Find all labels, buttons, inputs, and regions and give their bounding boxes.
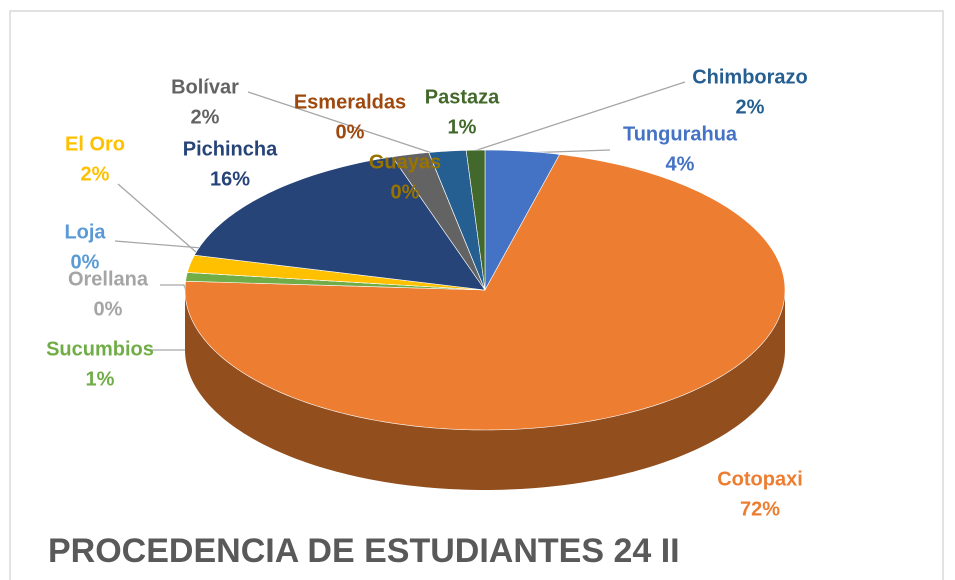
data-label-name: Esmeraldas — [294, 91, 406, 113]
data-label-name: Orellana — [68, 268, 149, 290]
data-label-value: 4% — [666, 153, 695, 175]
leader-line — [117, 183, 197, 253]
leader-line — [247, 91, 433, 154]
data-label-name: Sucumbios — [46, 338, 154, 360]
data-label-name: Tungurahua — [623, 123, 738, 145]
slice — [391, 152, 486, 291]
slice — [428, 149, 486, 291]
data-label-value: 2% — [736, 96, 765, 118]
data-label-name: Loja — [64, 221, 106, 243]
slice — [465, 149, 486, 291]
leader-line — [114, 240, 203, 249]
data-label-name: Bolívar — [171, 76, 239, 98]
slice — [484, 149, 561, 291]
data-label-value: 72% — [740, 498, 780, 520]
leader-lines — [114, 81, 686, 351]
data-label-value: 0% — [336, 121, 365, 143]
chart-title: PROCEDENCIA DE ESTUDIANTES 24 II — [48, 532, 680, 570]
data-label-value: 1% — [448, 116, 477, 138]
data-label-value: 0% — [391, 181, 420, 203]
pie-sides — [185, 290, 785, 490]
pie-tops — [184, 149, 786, 431]
data-label-name: Cotopaxi — [717, 468, 803, 490]
data-label-value: 2% — [81, 163, 110, 185]
leader-line — [467, 81, 686, 154]
data-label-name: Guayas — [369, 151, 441, 173]
slice-side — [185, 290, 785, 490]
data-label-name: Chimborazo — [692, 66, 808, 88]
data-label-name: El Oro — [65, 133, 125, 155]
leader-line — [160, 284, 187, 293]
data-label-value: 2% — [191, 106, 220, 128]
data-label-value: 0% — [94, 298, 123, 320]
data-label-value: 16% — [210, 168, 250, 190]
data-label-value: 0% — [71, 251, 100, 273]
data-label-value: 1% — [86, 368, 115, 390]
slice — [184, 154, 786, 431]
data-label-name: Pastaza — [425, 86, 500, 108]
data-label-name: Pichincha — [183, 138, 278, 160]
chart-border — [9, 10, 944, 580]
slice — [193, 156, 486, 291]
